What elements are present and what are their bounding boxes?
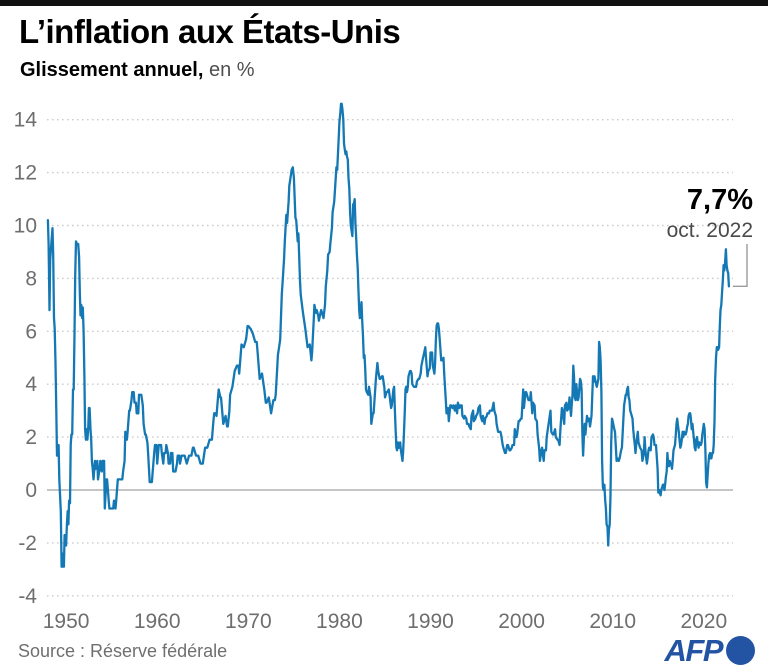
subtitle-unit: en % bbox=[203, 59, 255, 81]
y-tick-label-12: 12 bbox=[14, 162, 37, 185]
top-accent-bar bbox=[0, 0, 768, 6]
x-tick-label-1960: 1960 bbox=[134, 610, 181, 633]
latest-value-annotation: 7,7% oct. 2022 bbox=[666, 184, 753, 242]
y-tick-label-8: 8 bbox=[25, 267, 37, 290]
y-tick-label-4: 4 bbox=[25, 373, 37, 396]
x-tick-label-2010: 2010 bbox=[589, 610, 636, 633]
y-tick-label--4: -4 bbox=[18, 585, 37, 608]
y-tick-label-6: 6 bbox=[25, 320, 37, 343]
afp-logo: AFP bbox=[664, 632, 755, 668]
source-credit: Source : Réserve fédérale bbox=[18, 641, 228, 661]
x-tick-label-1950: 1950 bbox=[43, 610, 90, 633]
y-tick-label-10: 10 bbox=[14, 215, 37, 238]
x-tick-label-1970: 1970 bbox=[225, 610, 272, 633]
latest-value-label: 7,7% bbox=[686, 184, 753, 216]
subtitle-bold: Glissement annuel, bbox=[20, 59, 204, 81]
x-tick-label-2000: 2000 bbox=[498, 610, 545, 633]
page-title: L’inflation aux États-Unis bbox=[19, 13, 401, 50]
y-tick-label--2: -2 bbox=[18, 532, 37, 555]
x-tick-label-2020: 2020 bbox=[680, 610, 727, 633]
y-tick-label-14: 14 bbox=[14, 109, 38, 132]
chart-subtitle: Glissement annuel, en % bbox=[20, 59, 255, 82]
y-tick-label-2: 2 bbox=[25, 426, 37, 449]
inflation-line bbox=[46, 102, 731, 568]
annotation-callout-line bbox=[732, 244, 748, 287]
x-tick-label-1980: 1980 bbox=[316, 610, 363, 633]
y-tick-label-0: 0 bbox=[25, 479, 37, 502]
x-tick-label-1990: 1990 bbox=[407, 610, 454, 633]
afp-circle-icon bbox=[726, 635, 755, 665]
latest-value-date: oct. 2022 bbox=[666, 219, 753, 242]
afp-logo-text: AFP bbox=[664, 632, 724, 668]
